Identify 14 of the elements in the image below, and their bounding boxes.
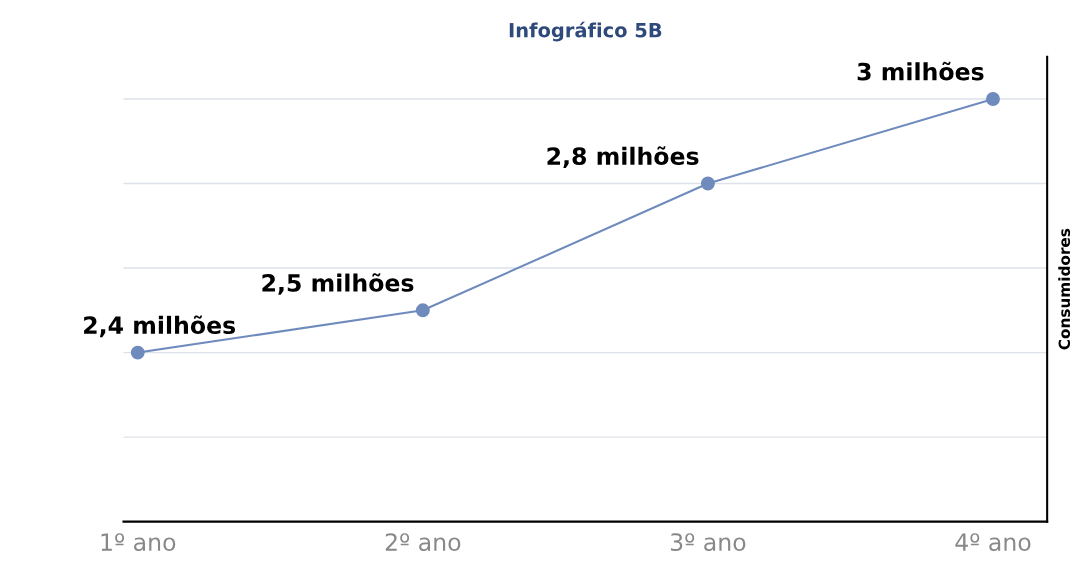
- data-label: 2,5 milhões: [262, 273, 414, 295]
- data-label: 2,4 milhões: [84, 315, 236, 338]
- point: [415, 303, 430, 318]
- x-tick-label: 3º ano: [670, 533, 746, 552]
- chart-title: Infográfico 5B: [509, 21, 662, 42]
- x-tick-label: 2º ano: [385, 533, 461, 552]
- data-label: 3 milhões: [857, 61, 984, 81]
- x-tick-label: 4º ano: [955, 533, 1031, 552]
- point: [130, 345, 145, 360]
- point: [986, 92, 1000, 106]
- x-tick-label: 1º ano: [101, 533, 176, 552]
- data-label: 2,8 milhões: [547, 146, 699, 169]
- y-axis-title: Consumidores: [1058, 228, 1071, 350]
- point: [700, 176, 715, 191]
